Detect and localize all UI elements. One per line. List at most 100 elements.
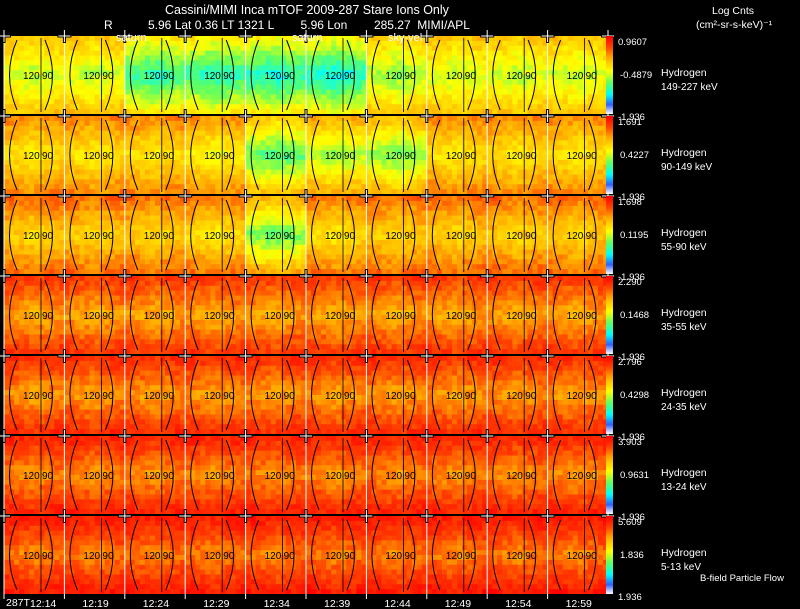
heatmap-cell <box>165 135 171 141</box>
heatmap-cell <box>311 159 317 166</box>
heatmap-cell <box>44 65 50 71</box>
heatmap-cell <box>235 210 241 216</box>
heatmap-cell <box>512 50 518 56</box>
heatmap-cell <box>89 60 95 66</box>
heatmap-cell <box>39 189 45 195</box>
heatmap-cell <box>119 60 126 66</box>
heatmap-cell <box>552 94 559 100</box>
heatmap-cell <box>149 94 156 100</box>
heatmap-cell <box>19 109 25 115</box>
heatmap-cell <box>477 89 483 95</box>
heatmap-cell <box>94 215 101 221</box>
heatmap-cell <box>14 200 20 207</box>
heatmap-cell <box>170 130 176 136</box>
heatmap-cell <box>44 184 50 190</box>
heatmap-cell <box>180 84 186 91</box>
heatmap-cell <box>245 259 252 265</box>
heatmap-cell <box>446 125 453 132</box>
heatmap-cell <box>250 50 257 56</box>
heatmap-cell <box>361 135 367 141</box>
heatmap-cell <box>245 235 252 241</box>
heatmap-cell <box>557 50 564 56</box>
heatmap-cell <box>457 50 463 56</box>
heatmap-cell <box>336 174 342 180</box>
heatmap-cell <box>250 104 257 110</box>
heatmap-cell <box>462 104 468 110</box>
heatmap-cell <box>567 75 574 81</box>
heatmap-cell <box>457 104 463 110</box>
heatmap-cell <box>356 130 362 136</box>
heatmap-cell <box>245 244 252 251</box>
heatmap-cell <box>119 196 126 202</box>
heatmap-cell <box>19 184 25 190</box>
heatmap-cell <box>9 104 15 110</box>
heatmap-cell <box>59 79 65 86</box>
heatmap-cell <box>462 130 468 136</box>
heatmap-cell <box>124 40 131 47</box>
heatmap-cell <box>311 65 317 71</box>
heatmap-cell <box>149 109 156 115</box>
heatmap-cell <box>467 130 473 136</box>
heatmap-cell <box>165 259 171 265</box>
heatmap-cell <box>582 55 589 61</box>
heatmap-cell <box>295 55 302 61</box>
heatmap-cell <box>84 220 90 226</box>
heatmap-cell <box>577 155 584 161</box>
heatmap-cell <box>155 94 161 100</box>
heatmap-cell <box>336 125 342 132</box>
heatmap-cell <box>185 239 191 246</box>
heatmap-cell <box>597 145 604 151</box>
heatmap-cell <box>215 215 221 221</box>
heatmap-cell <box>275 45 282 52</box>
heatmap-cell <box>552 109 559 115</box>
heatmap-frame: 120 90 <box>184 196 246 275</box>
heatmap-cell <box>597 189 604 195</box>
heatmap-cell <box>547 55 554 61</box>
heatmap-cell <box>24 70 30 76</box>
crosshair-marker <box>178 109 193 123</box>
heatmap-cell <box>587 125 594 132</box>
heatmap-cell <box>300 184 307 190</box>
heatmap-cell <box>69 79 75 86</box>
heatmap-cell <box>295 239 302 246</box>
heatmap-cell <box>502 130 508 136</box>
heatmap-cell <box>431 84 438 91</box>
heatmap-cell <box>416 50 423 56</box>
heatmap-cell <box>114 75 121 81</box>
heatmap-cell <box>245 140 252 146</box>
heatmap-cell <box>44 45 50 52</box>
heatmap-cell <box>472 109 478 115</box>
heatmap-cell <box>190 36 196 42</box>
heatmap-cell <box>235 205 241 212</box>
heatmap-cell <box>326 125 332 132</box>
heatmap-cell <box>300 140 307 146</box>
heatmap-cell <box>446 104 453 110</box>
heatmap-cell <box>165 140 171 146</box>
heatmap-cell <box>502 84 508 91</box>
heatmap-cell <box>29 60 35 66</box>
heatmap-cell <box>94 89 101 95</box>
heatmap-cell <box>326 130 332 136</box>
heatmap-cell <box>215 230 221 236</box>
heatmap-cell <box>180 150 186 156</box>
heatmap-cell <box>99 159 106 166</box>
frame-label-90: 90 <box>102 231 114 242</box>
heatmap-cell <box>371 120 377 127</box>
heatmap-cell <box>144 65 151 71</box>
heatmap-cell <box>4 254 10 260</box>
heatmap-cell <box>109 36 116 42</box>
heatmap-cell <box>215 225 221 231</box>
heatmap-cell <box>542 84 548 91</box>
heatmap-cell <box>19 189 25 195</box>
heatmap-cell <box>9 196 15 202</box>
heatmap-cell <box>406 60 413 66</box>
heatmap-cell <box>361 169 367 175</box>
heatmap-cell <box>119 169 126 175</box>
heatmap-cell <box>149 79 156 86</box>
heatmap-cell <box>4 130 10 136</box>
heatmap-cell <box>441 40 448 47</box>
heatmap-cell <box>220 210 226 216</box>
heatmap-cell <box>34 109 40 115</box>
heatmap-cell <box>446 179 453 185</box>
heatmap-cell <box>54 84 60 91</box>
